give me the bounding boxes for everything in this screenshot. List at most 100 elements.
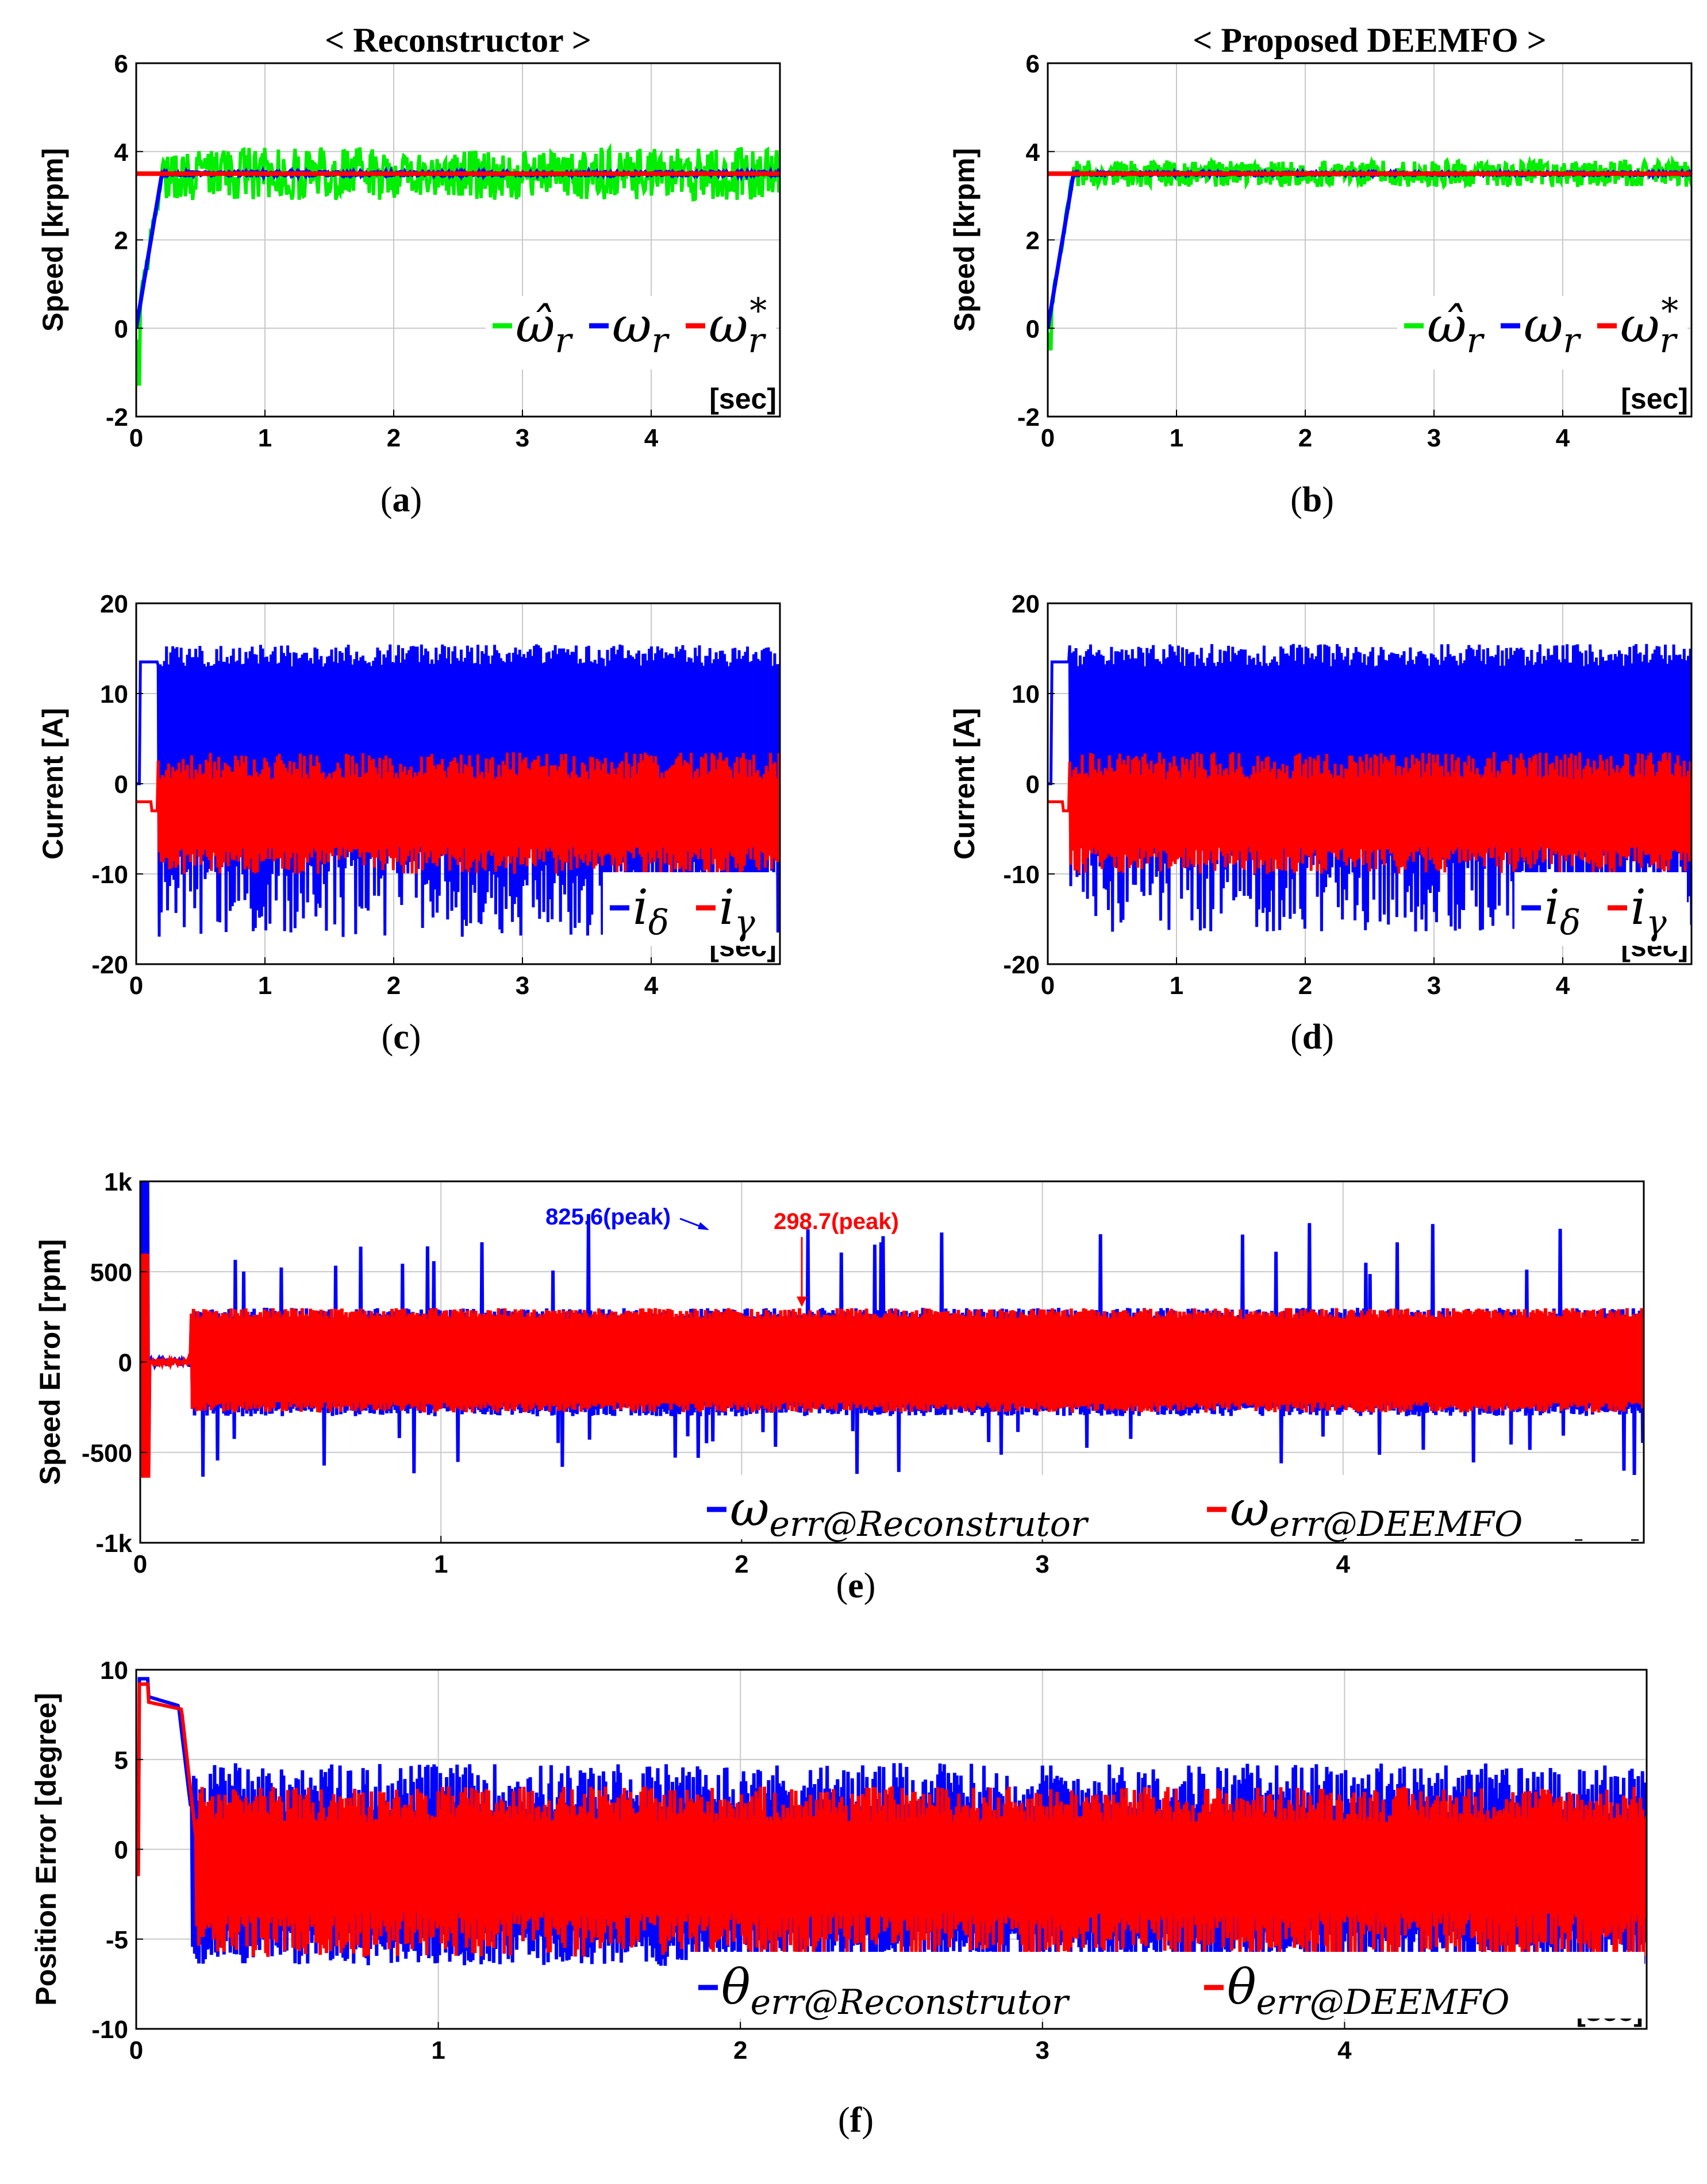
caption-paren: (: [1290, 1018, 1302, 1057]
x-tick-label: 1: [1170, 424, 1183, 452]
legend-symbol: i: [633, 879, 648, 935]
caption-paren: ): [1322, 1018, 1334, 1057]
caption-letter: a: [393, 480, 410, 519]
legend-label: θerr@DEEMFO: [1227, 1959, 1509, 2023]
x-tick-label: 4: [1556, 972, 1570, 1000]
legend-label: ωr*: [709, 291, 767, 361]
legend-subscript: r: [555, 321, 574, 361]
legend-subscript: err@DEEMFO: [1270, 1504, 1523, 1544]
y-tick-label: 10: [100, 1657, 128, 1685]
y-tick-label: 1k: [104, 1168, 132, 1196]
y-axis-label: Current [A]: [948, 708, 981, 860]
legend-symbol: i: [1544, 879, 1560, 935]
legend-label: iγ: [719, 879, 755, 943]
caption-e: (e): [836, 1566, 876, 1605]
legend-symbol: ω: [1524, 297, 1563, 353]
legend-label: ωr: [612, 297, 670, 361]
y-tick-label: 20: [100, 590, 128, 618]
peak-annotation-deemfo: 298.7(peak): [774, 1209, 899, 1234]
x-tick-label: 3: [1427, 972, 1441, 1000]
y-tick-label: 0: [1026, 315, 1040, 343]
legend-subscript: γ: [1646, 903, 1667, 943]
y-tick-label: 6: [114, 50, 128, 78]
legend-label: ω̂r: [516, 297, 574, 361]
legend-symbol: ω: [730, 1481, 770, 1537]
x-unit-label: [sec]: [709, 383, 776, 415]
legend-label: iδ: [633, 879, 669, 943]
legend-symbol: ω: [1620, 297, 1660, 353]
y-tick-label: -2: [1017, 403, 1040, 432]
y-tick-label: 0: [1026, 771, 1040, 799]
y-tick-label: -500: [82, 1439, 132, 1467]
legend-subscript: r: [1467, 321, 1485, 361]
legend-box: [603, 872, 775, 946]
annotation-arrowhead: [797, 1296, 808, 1307]
caption-paren: ): [410, 480, 422, 519]
legend-label: ωr: [1524, 297, 1582, 361]
legend-symbol: ω: [612, 297, 652, 353]
grid-lines: [136, 63, 780, 417]
x-tick-label: 2: [1298, 972, 1312, 1000]
legend-symbol: ω: [1230, 1481, 1270, 1537]
legend-superscript: *: [749, 291, 767, 331]
caption-paren: ): [409, 1018, 421, 1057]
x-tick-label: 0: [129, 424, 143, 452]
series-group: [136, 142, 780, 386]
y-tick-label: 6: [1026, 50, 1040, 78]
x-tick-label: 3: [516, 424, 529, 452]
caption-letter: c: [393, 1018, 409, 1057]
caption-paren: (: [838, 2101, 850, 2140]
legend-box: [1397, 296, 1687, 369]
legend-box: [699, 1475, 1641, 1539]
y-tick-label: -2: [106, 403, 128, 432]
legend-symbol: i: [1631, 879, 1646, 935]
x-tick-label: 3: [1036, 2036, 1049, 2064]
legend-symbol: i: [719, 879, 735, 935]
y-tick-label: 10: [1012, 680, 1040, 708]
legend-label: ωerr@DEEMFO: [1230, 1481, 1523, 1544]
y-tick-label: -20: [1003, 951, 1040, 979]
legend-label: θerr@Reconstrutor: [721, 1959, 1070, 2023]
x-tick-label: 1: [431, 2036, 445, 2064]
legend-symbol: θ: [721, 1959, 751, 2015]
x-tick-label: 4: [644, 972, 659, 1000]
legend-symbol: ω: [709, 297, 748, 353]
y-axis-label: Speed [krpm]: [948, 148, 981, 332]
x-tick-label: 0: [133, 1550, 147, 1578]
legend-box: [486, 296, 776, 369]
legend-box: [690, 1952, 1644, 2019]
y-tick-label: -10: [1003, 861, 1040, 889]
y-tick-label: 10: [100, 680, 128, 708]
caption-paren: ): [1322, 480, 1334, 519]
legend-label: ωerr@Reconstrutor: [730, 1481, 1089, 1544]
legend-box: [1514, 872, 1687, 946]
series-group: [1048, 155, 1691, 350]
y-tick-label: 0: [114, 1836, 128, 1865]
legend-subscript: err@Reconstrutor: [751, 1982, 1070, 2023]
x-tick-label: 0: [1041, 972, 1055, 1000]
series-group: [136, 644, 780, 937]
legend-subscript: r: [652, 321, 670, 361]
series-group: [140, 1181, 1644, 1478]
x-tick-label: 0: [1041, 424, 1055, 452]
x-tick-label: 4: [1556, 424, 1570, 452]
legend-subscript: err@Reconstrutor: [770, 1504, 1089, 1544]
caption-f: (f): [838, 2101, 874, 2140]
x-tick-label: 2: [735, 1550, 748, 1578]
legend-label: ω̂r: [1427, 297, 1485, 361]
caption-paren: (: [836, 1566, 848, 1605]
legend-subscript: err@DEEMFO: [1256, 1982, 1510, 2023]
legend-subscript: δ: [1560, 903, 1581, 943]
x-tick-label: 0: [129, 2036, 143, 2064]
caption-letter: e: [848, 1566, 864, 1605]
legend-subscript: δ: [648, 903, 669, 943]
caption-d: (d): [1290, 1018, 1334, 1057]
x-tick-label: 0: [129, 972, 143, 1000]
legend-subscript: r: [1660, 321, 1678, 361]
y-tick-label: -1k: [95, 1530, 132, 1558]
y-axis-label: Current [A]: [37, 708, 69, 860]
